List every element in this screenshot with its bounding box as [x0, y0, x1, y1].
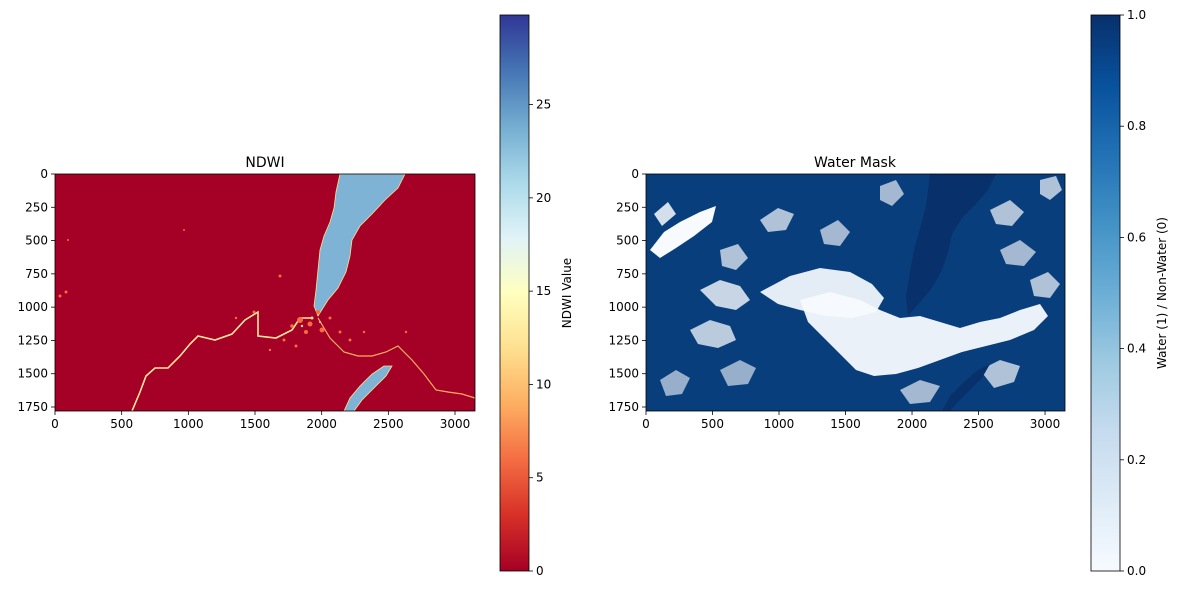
- ndwi-river-east: [317, 317, 475, 399]
- colorbar-tick-label: 0: [536, 564, 544, 578]
- ndwi-colorbar: [499, 14, 530, 572]
- water-mask-image: [646, 174, 1065, 411]
- y-tick-label: 1750: [608, 400, 639, 414]
- ndwi-background: [55, 174, 475, 411]
- x-tick-label: 2000: [897, 417, 928, 431]
- x-tick-label: 2500: [963, 417, 994, 431]
- x-tick-label: 0: [642, 417, 650, 431]
- x-tick-label: 3000: [1030, 417, 1061, 431]
- y-tick-label: 1250: [17, 333, 48, 347]
- y-tick-label: 750: [616, 267, 639, 281]
- colorbar-tick-label: 15: [536, 284, 551, 298]
- x-tick-label: 1000: [764, 417, 795, 431]
- water-mask-panel: Water Mask: [608, 8, 1169, 578]
- y-tick-label: 0: [631, 167, 639, 181]
- x-tick-label: 2500: [373, 417, 404, 431]
- x-tick-label: 1000: [173, 417, 204, 431]
- x-tick-label: 500: [110, 417, 133, 431]
- x-tick-label: 1500: [830, 417, 861, 431]
- mask-lake-lower: [942, 364, 990, 411]
- ndwi-axis-ticks: 0 500 1000 1500 2000 2500 3000 0 250 500 750 1000 12…: [17, 167, 470, 431]
- mask-lake-upper: [906, 174, 996, 316]
- ndwi-urban-speckles: [58, 229, 408, 352]
- mask-land-patches: [650, 176, 1062, 404]
- ndwi-lake-lower: [343, 365, 393, 411]
- water-mask-colorbar: [1090, 14, 1121, 572]
- x-tick-label: 1500: [240, 417, 271, 431]
- colorbar-tick-label: 0.4: [1127, 342, 1146, 356]
- colorbar-tick-label: 5: [536, 471, 544, 485]
- colorbar-tick-label: 0.2: [1127, 453, 1146, 467]
- water-mask-title: Water Mask: [814, 155, 897, 171]
- y-tick-label: 0: [40, 167, 48, 181]
- colorbar-tick-label: 25: [536, 98, 551, 112]
- y-tick-label: 500: [25, 234, 48, 248]
- water-mask-frame: [645, 173, 1066, 412]
- ndwi-image: [55, 174, 475, 411]
- y-tick-label: 1250: [608, 333, 639, 347]
- y-tick-label: 250: [616, 200, 639, 214]
- ndwi-colorbar-ticks: 0 5 10 15 20 25: [529, 98, 551, 578]
- colorbar-tick-label: 20: [536, 191, 551, 205]
- water-mask-colorbar-ticks: 0.0 0.2 0.4 0.6 0.8 1.0: [1120, 8, 1146, 578]
- ndwi-title: NDWI: [245, 155, 284, 171]
- colorbar-tick-label: 1.0: [1127, 8, 1146, 22]
- water-mask-colorbar-label: Water (1) / Non-Water (0): [1155, 217, 1169, 369]
- colorbar-tick-label: 10: [536, 377, 551, 391]
- y-tick-label: 250: [25, 200, 48, 214]
- y-tick-label: 500: [616, 234, 639, 248]
- colorbar-tick-label: 0.8: [1127, 119, 1146, 133]
- y-tick-label: 1000: [17, 300, 48, 314]
- y-tick-label: 750: [25, 267, 48, 281]
- y-tick-label: 1500: [17, 367, 48, 381]
- colorbar-tick-label: 0.6: [1127, 230, 1146, 244]
- x-tick-label: 2000: [306, 417, 337, 431]
- ndwi-frame: [54, 173, 476, 412]
- y-tick-label: 1000: [608, 300, 639, 314]
- x-tick-label: 0: [51, 417, 59, 431]
- ndwi-river-main: [131, 310, 312, 411]
- x-tick-label: 3000: [440, 417, 471, 431]
- ndwi-bright-speckles: [300, 316, 321, 328]
- ndwi-colorbar-label: NDWI Value: [560, 258, 574, 328]
- y-tick-label: 1500: [608, 367, 639, 381]
- x-tick-label: 500: [701, 417, 724, 431]
- water-mask-axis-ticks: 0 500 1000 1500 2000 2500 3000 0 250 500 750 1000 12…: [608, 167, 1060, 431]
- y-tick-label: 1750: [17, 400, 48, 414]
- ndwi-panel: NDWI 0 500 1000 15 0: [17, 14, 574, 578]
- ndwi-lake-upper: [313, 174, 406, 317]
- colorbar-tick-label: 0.0: [1127, 564, 1146, 578]
